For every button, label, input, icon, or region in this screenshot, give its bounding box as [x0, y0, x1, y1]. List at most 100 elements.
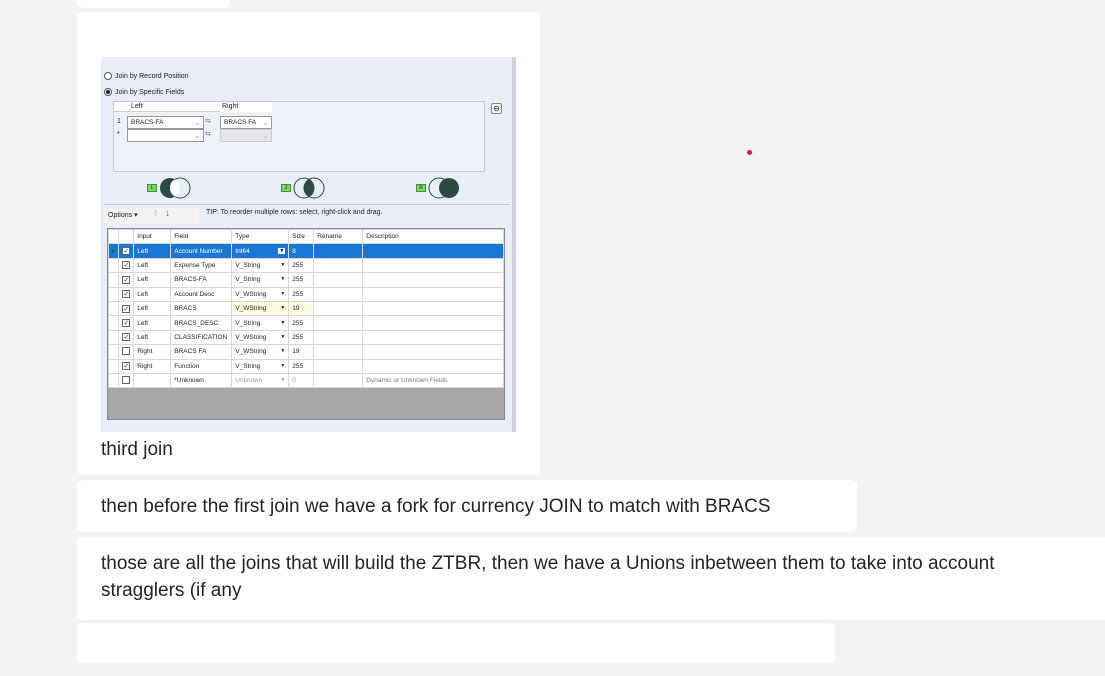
column-header-type[interactable]: Type: [231, 228, 290, 245]
rename-cell[interactable]: [313, 300, 364, 317]
description-cell[interactable]: [362, 344, 504, 360]
move-down-icon[interactable]: ↓: [165, 208, 170, 219]
size-cell[interactable]: 19: [288, 300, 315, 317]
row-selector[interactable]: [107, 257, 120, 274]
dropdown-icon[interactable]: ▼: [280, 348, 286, 355]
column-header-input[interactable]: Input: [133, 228, 172, 245]
join-config-screenshot[interactable]: Join by Record Position Join by Specific…: [101, 57, 516, 432]
type-cell[interactable]: V_String ▼: [231, 358, 290, 374]
type-cell[interactable]: Unknown ▼: [231, 372, 290, 389]
select-checkbox[interactable]: ✓: [118, 300, 135, 317]
size-cell[interactable]: 8: [288, 243, 315, 259]
description-cell[interactable]: [362, 300, 504, 317]
size-cell[interactable]: 19: [288, 344, 315, 360]
type-cell[interactable]: V_String ▼: [231, 315, 290, 331]
rename-cell[interactable]: [313, 344, 364, 360]
description-cell[interactable]: [362, 286, 504, 302]
dropdown-icon[interactable]: ▼: [280, 290, 286, 297]
row-selector[interactable]: [107, 272, 120, 288]
select-checkbox[interactable]: ✓: [118, 329, 135, 346]
description-cell[interactable]: [362, 272, 504, 288]
row-selector[interactable]: [107, 286, 120, 302]
size-cell[interactable]: 255: [288, 272, 315, 288]
description-cell[interactable]: Dynamic or Unknown Fields: [362, 372, 504, 389]
row-selector[interactable]: [107, 329, 120, 346]
remove-row-icon[interactable]: ⊖: [491, 103, 502, 114]
description-cell[interactable]: [362, 329, 504, 346]
size-cell[interactable]: 255: [288, 358, 315, 374]
left-field-select[interactable]: BRACS-FA ⌄: [127, 116, 204, 129]
rename-cell[interactable]: [313, 315, 364, 331]
column-header-description[interactable]: Description: [362, 228, 504, 245]
checkbox-icon: ✓: [122, 290, 131, 299]
row-selector[interactable]: [107, 372, 120, 389]
select-checkbox[interactable]: ✓: [118, 315, 135, 331]
type-cell[interactable]: Int64 ▼: [231, 243, 290, 259]
field-row[interactable]: ✓ Left Account Desc V_WString ▼ 255: [107, 286, 504, 302]
rename-cell[interactable]: [313, 257, 364, 274]
dropdown-icon[interactable]: ▼: [280, 377, 286, 384]
field-row[interactable]: ✓ Left BRACS-FA V_String ▼ 255: [107, 272, 504, 288]
select-checkbox[interactable]: ✓: [118, 286, 135, 302]
select-checkbox[interactable]: ✓: [118, 272, 135, 288]
type-cell[interactable]: V_WString ▼: [231, 344, 290, 360]
inner-join-output-icon[interactable]: J: [281, 177, 325, 199]
type-cell[interactable]: V_WString ▼: [231, 286, 290, 302]
field-row[interactable]: ✓ Left BRACS_DESC V_String ▼ 255: [107, 315, 504, 331]
rename-cell[interactable]: [313, 286, 364, 302]
right-field-select-empty[interactable]: ⌄: [220, 129, 272, 142]
row-selector[interactable]: [107, 344, 120, 360]
red-dot-marker: [747, 150, 752, 155]
rename-cell[interactable]: [313, 272, 364, 288]
column-header-size[interactable]: Size: [288, 228, 315, 245]
row-selector[interactable]: [107, 300, 120, 317]
size-cell[interactable]: 255: [288, 286, 315, 302]
rename-cell[interactable]: [313, 329, 364, 346]
select-checkbox[interactable]: ✓: [118, 243, 135, 259]
select-checkbox[interactable]: [118, 344, 135, 360]
right-join-output-icon[interactable]: R: [416, 177, 459, 199]
type-cell[interactable]: V_WString ▼: [231, 329, 290, 346]
dropdown-icon[interactable]: ▼: [280, 333, 286, 340]
row-selector[interactable]: ▸: [107, 243, 120, 259]
dropdown-icon[interactable]: ▼: [280, 362, 286, 369]
left-field-select-empty[interactable]: ⌄: [127, 129, 204, 142]
type-cell[interactable]: V_String ▼: [231, 257, 290, 274]
description-cell[interactable]: [362, 243, 504, 259]
size-cell[interactable]: 255: [288, 329, 315, 346]
right-field-select[interactable]: BRACS FA ⌄: [220, 116, 272, 129]
type-cell[interactable]: V_WString ▼: [231, 300, 290, 317]
move-up-icon[interactable]: ↑: [153, 208, 158, 219]
select-checkbox[interactable]: [118, 372, 135, 389]
field-row[interactable]: ✓ Left BRACS V_WString ▼ 19: [107, 300, 504, 317]
row-selector[interactable]: [107, 358, 120, 374]
column-header-rename[interactable]: Rename: [313, 228, 364, 245]
field-row[interactable]: Right BRACS FA V_WString ▼ 19: [107, 344, 504, 360]
dropdown-icon[interactable]: ▼: [278, 247, 286, 254]
dropdown-icon[interactable]: ▼: [280, 305, 286, 312]
size-cell[interactable]: 255: [288, 257, 315, 274]
select-checkbox[interactable]: ✓: [118, 257, 135, 274]
column-header-field[interactable]: Field: [170, 228, 233, 245]
field-row[interactable]: *Unknown Unknown ▼ 0 Dynamic or Unknown F…: [107, 372, 504, 389]
dropdown-icon[interactable]: ▼: [280, 276, 286, 283]
description-cell[interactable]: [362, 257, 504, 274]
description-cell[interactable]: [362, 358, 504, 374]
field-row[interactable]: ✓ Left Expense Type V_String ▼ 255: [107, 257, 504, 274]
dropdown-icon[interactable]: ▼: [280, 319, 286, 326]
dropdown-icon[interactable]: ▼: [280, 261, 286, 268]
description-cell[interactable]: [362, 315, 504, 331]
rename-cell[interactable]: [313, 243, 364, 259]
left-join-output-icon[interactable]: L: [147, 177, 191, 199]
rename-cell[interactable]: [313, 358, 364, 374]
size-cell[interactable]: 0: [288, 372, 315, 389]
field-row[interactable]: ▸ ✓ Left Account Number Int64 ▼ 8: [107, 243, 504, 259]
size-cell[interactable]: 255: [288, 315, 315, 331]
field-row[interactable]: ✓ Left CLASSIFICATION V_WString ▼ 255: [107, 329, 504, 346]
type-cell[interactable]: V_String ▼: [231, 272, 290, 288]
row-selector[interactable]: [107, 315, 120, 331]
select-checkbox[interactable]: ✓: [118, 358, 135, 374]
field-row[interactable]: ✓ Right Function V_String ▼ 255: [107, 358, 504, 374]
options-menu[interactable]: Options ▾: [108, 212, 138, 219]
rename-cell[interactable]: [313, 372, 364, 389]
